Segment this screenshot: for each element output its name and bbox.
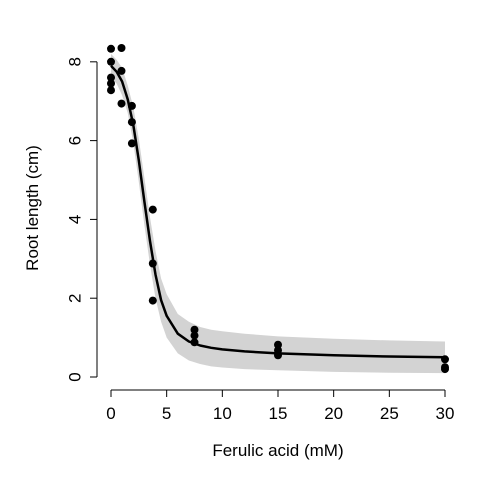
data-point bbox=[127, 101, 136, 110]
data-point bbox=[107, 79, 115, 88]
x-axis-title: Ferulic acid (mM) bbox=[212, 441, 343, 460]
data-point bbox=[127, 118, 136, 127]
x-tick-label: 10 bbox=[213, 404, 232, 423]
y-tick-label: 2 bbox=[65, 293, 84, 302]
data-point bbox=[190, 338, 199, 347]
data-point bbox=[107, 57, 115, 66]
axes-layer: 0 5 10 15 20 25 30 0 2 4 6 8 bbox=[65, 57, 454, 423]
x-tick-label: 5 bbox=[162, 404, 171, 423]
data-point bbox=[441, 355, 449, 364]
data-point bbox=[190, 325, 199, 334]
confidence-band bbox=[111, 53, 445, 374]
y-axis-title: Root length (cm) bbox=[23, 145, 42, 271]
data-point bbox=[441, 365, 449, 374]
x-tick-label: 25 bbox=[380, 404, 399, 423]
data-point bbox=[127, 139, 136, 148]
y-tick-label: 4 bbox=[65, 215, 84, 224]
data-point bbox=[117, 66, 126, 75]
data-point bbox=[117, 99, 126, 108]
data-point bbox=[107, 86, 115, 95]
data-point bbox=[274, 351, 282, 360]
data-point bbox=[117, 44, 126, 52]
y-tick-label: 6 bbox=[65, 136, 84, 145]
y-tick-label: 8 bbox=[65, 57, 84, 66]
x-tick-label: 20 bbox=[324, 404, 343, 423]
data-point bbox=[148, 259, 157, 268]
x-tick-label: 15 bbox=[269, 404, 288, 423]
data-point bbox=[107, 73, 115, 82]
data-point bbox=[148, 205, 157, 214]
data-point bbox=[148, 296, 157, 305]
x-tick-label: 30 bbox=[436, 404, 455, 423]
data-points-layer bbox=[107, 44, 449, 374]
confidence-band-layer bbox=[111, 53, 445, 374]
y-tick-label: 0 bbox=[65, 372, 84, 381]
data-point bbox=[107, 44, 115, 53]
data-point bbox=[274, 340, 282, 349]
x-tick-label: 0 bbox=[106, 404, 115, 423]
data-point bbox=[190, 331, 199, 340]
